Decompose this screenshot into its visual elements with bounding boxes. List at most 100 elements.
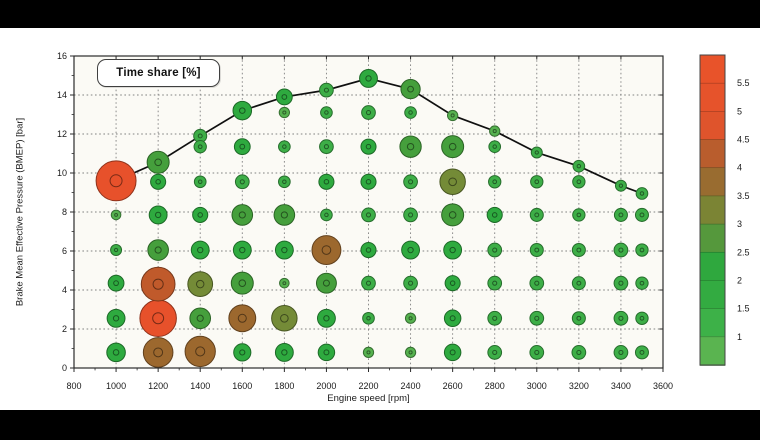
bubble [572,175,586,189]
bubble [614,179,627,192]
bubble [404,346,417,359]
colorbar-tick-label: 1 [737,332,742,342]
bubble-center-ring [280,211,288,219]
y-axis-title: Brake Mean Effective Pressure (BMEP) [ba… [14,117,26,307]
bubble-center-ring [491,212,498,218]
bubble [634,207,649,222]
x-tick-label: 1800 [274,381,294,391]
bubble-center-ring [323,349,330,356]
bubble-center-ring [618,183,624,188]
bubble [487,345,503,360]
bubble-center-ring [324,110,329,115]
bubble [95,160,137,202]
bubble [278,140,291,154]
bubble-center-ring [534,280,540,286]
bubble [441,203,465,227]
bubble-center-ring [639,349,645,355]
x-tick-label: 2000 [316,381,336,391]
bubble-center-ring [239,143,246,150]
x-tick-label: 1600 [232,381,252,391]
colorbar-segment [699,54,726,84]
bubble [400,79,421,100]
bubble-center-ring [534,150,539,155]
bubble [487,275,503,291]
bubble [613,275,629,291]
bubble-center-ring [618,315,624,321]
bubble [403,275,418,291]
x-tick-label: 800 [66,381,81,391]
colorbar-segment [699,308,726,338]
bubble-center-ring [109,174,123,188]
bubble-center-ring [449,349,456,356]
bubble [187,271,214,298]
bubble [487,242,503,258]
bubble [274,342,294,362]
bubble-center-ring [639,212,645,218]
bubble [142,337,174,368]
bubble-center-ring [406,142,415,151]
bubble-center-ring [155,179,161,185]
bubble-center-ring [113,280,119,287]
bubble [139,299,177,338]
bubble-center-ring [282,281,287,286]
bubble-center-ring [282,179,287,185]
bubble [361,207,376,223]
bubble-center-ring [492,129,497,134]
y-tick-label: 6 [62,246,67,256]
colorbar-outline [699,54,726,366]
bubble [274,240,294,260]
bubble [233,138,251,156]
top-letterbox-bar [0,0,760,28]
bubble-center-ring [492,280,498,286]
bubble [184,335,216,368]
bubble-center-ring [113,247,119,253]
bubble [404,312,417,324]
bubble-center-ring [576,212,582,218]
bubble [320,106,333,119]
bubble-center-ring [449,280,456,286]
bubble [316,308,336,328]
bubble-center-ring [197,133,203,139]
bubble-center-ring [154,211,162,219]
bubble-center-ring [197,179,203,185]
bubble [311,235,342,265]
bubble [613,310,629,326]
bubble [360,173,377,190]
bubble [571,276,586,291]
bubble [443,309,462,328]
bubble [315,272,337,294]
bubble-center-ring [365,109,372,116]
bubble [444,275,461,292]
bubble-center-ring [323,87,329,93]
bubble [488,175,502,189]
bubble [572,159,586,173]
bubble [403,207,418,223]
bubble [189,307,212,330]
bubble [613,345,629,360]
bubble-center-ring [280,313,289,323]
colorbar-tick-label: 1.5 [737,304,750,314]
bubble [140,266,176,302]
y-tick-label: 16 [57,51,67,61]
bubble [529,345,545,360]
colorbar-tick-label: 4 [737,163,742,173]
bubble [106,308,126,328]
bubble-center-ring [365,143,372,150]
bubble-center-ring [195,279,205,289]
bubble [360,138,377,155]
bubble [317,343,336,362]
bubble-center-ring [492,144,497,149]
x-tick-label: 2200 [358,381,378,391]
bubble [275,88,293,106]
bubble [530,175,544,189]
bubble-center-ring [324,212,329,218]
bubble-center-ring [323,179,330,185]
bubble [447,109,459,122]
x-tick-label: 3000 [527,381,547,391]
bubble [231,204,254,226]
bubble-center-ring [492,349,498,355]
colorbar-tick-label: 2.5 [737,247,750,257]
x-axis-title: Engine speed [rpm] [327,393,410,404]
bubble [634,345,649,360]
